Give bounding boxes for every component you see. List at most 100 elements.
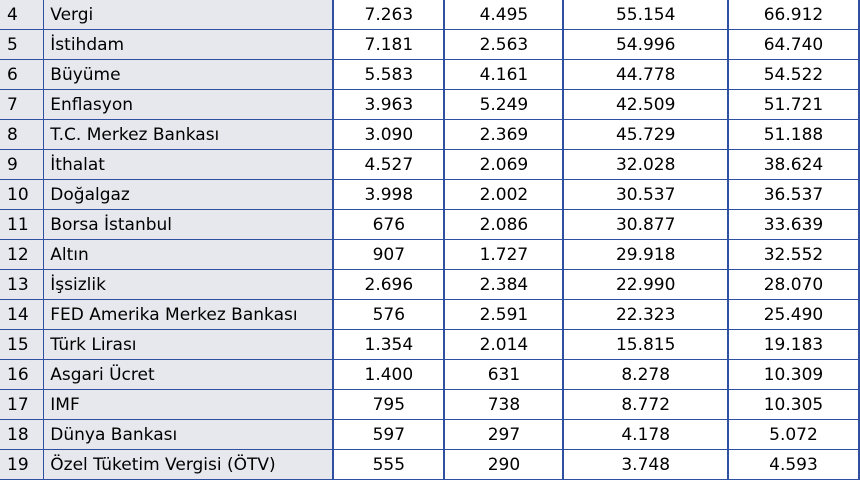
value-cell-2[interactable]: 297 (444, 419, 565, 450)
value-cell-4[interactable]: 36.537 (727, 179, 860, 210)
value-cell-1[interactable]: 3.090 (333, 119, 446, 150)
value-cell-1[interactable]: 555 (333, 449, 446, 480)
value-cell-2[interactable]: 2.014 (444, 329, 565, 360)
value-cell-1[interactable]: 2.696 (333, 269, 446, 300)
rank-cell[interactable]: 9 (0, 149, 45, 180)
value-cell-1[interactable]: 907 (333, 239, 446, 270)
table-row: 6 Büyüme 5.583 4.161 44.778 54.522 (0, 59, 860, 90)
value-cell-3[interactable]: 55.154 (563, 0, 729, 30)
value-cell-2[interactable]: 2.369 (444, 119, 565, 150)
value-cell-1[interactable]: 676 (333, 209, 446, 240)
rank-cell[interactable]: 18 (0, 419, 45, 450)
value-cell-2[interactable]: 290 (444, 449, 565, 480)
rank-cell[interactable]: 19 (0, 449, 45, 480)
rank-cell[interactable]: 10 (0, 179, 45, 210)
topic-cell[interactable]: Türk Lirası (43, 329, 335, 360)
topic-cell[interactable]: Özel Tüketim Vergisi (ÖTV) (43, 449, 335, 480)
topic-cell[interactable]: FED Amerika Merkez Bankası (43, 299, 335, 330)
value-cell-4[interactable]: 64.740 (727, 29, 860, 60)
value-cell-2[interactable]: 4.161 (444, 59, 565, 90)
value-cell-1[interactable]: 576 (333, 299, 446, 330)
value-cell-4[interactable]: 51.188 (727, 119, 860, 150)
value-cell-3[interactable]: 8.772 (563, 389, 729, 420)
topic-cell[interactable]: Enflasyon (43, 89, 335, 120)
value-cell-2[interactable]: 1.727 (444, 239, 565, 270)
value-cell-3[interactable]: 29.918 (563, 239, 729, 270)
value-cell-4[interactable]: 38.624 (727, 149, 860, 180)
table-row: 14 FED Amerika Merkez Bankası 576 2.591 22.3… (0, 299, 860, 330)
value-cell-3[interactable]: 22.990 (563, 269, 729, 300)
value-cell-1[interactable]: 4.527 (333, 149, 446, 180)
value-cell-2[interactable]: 2.563 (444, 29, 565, 60)
topic-cell[interactable]: Asgari Ücret (43, 359, 335, 390)
rank-cell[interactable]: 11 (0, 209, 45, 240)
rank-cell[interactable]: 12 (0, 239, 45, 270)
rank-cell[interactable]: 8 (0, 119, 45, 150)
topic-cell[interactable]: T.C. Merkez Bankası (43, 119, 335, 150)
value-cell-4[interactable]: 32.552 (727, 239, 860, 270)
value-cell-3[interactable]: 44.778 (563, 59, 729, 90)
value-cell-4[interactable]: 54.522 (727, 59, 860, 90)
value-cell-2[interactable]: 631 (444, 359, 565, 390)
topic-cell[interactable]: İstihdam (43, 29, 335, 60)
value-cell-3[interactable]: 30.537 (563, 179, 729, 210)
value-cell-4[interactable]: 25.490 (727, 299, 860, 330)
topic-cell[interactable]: İşsizlik (43, 269, 335, 300)
value-cell-4[interactable]: 51.721 (727, 89, 860, 120)
value-cell-3[interactable]: 4.178 (563, 419, 729, 450)
value-cell-3[interactable]: 22.323 (563, 299, 729, 330)
value-cell-2[interactable]: 738 (444, 389, 565, 420)
value-cell-1[interactable]: 5.583 (333, 59, 446, 90)
topic-cell[interactable]: Altın (43, 239, 335, 270)
value-cell-3[interactable]: 32.028 (563, 149, 729, 180)
table-row: 12 Altın 907 1.727 29.918 32.552 (0, 239, 860, 270)
value-cell-4[interactable]: 28.070 (727, 269, 860, 300)
topic-cell[interactable]: Borsa İstanbul (43, 209, 335, 240)
rank-cell[interactable]: 13 (0, 269, 45, 300)
value-cell-4[interactable]: 66.912 (727, 0, 860, 30)
value-cell-4[interactable]: 5.072 (727, 419, 860, 450)
topic-cell[interactable]: Doğalgaz (43, 179, 335, 210)
rank-cell[interactable]: 16 (0, 359, 45, 390)
value-cell-4[interactable]: 4.593 (727, 449, 860, 480)
value-cell-1[interactable]: 3.963 (333, 89, 446, 120)
topic-cell[interactable]: Dünya Bankası (43, 419, 335, 450)
rank-cell[interactable]: 7 (0, 89, 45, 120)
value-cell-3[interactable]: 45.729 (563, 119, 729, 150)
value-cell-2[interactable]: 2.384 (444, 269, 565, 300)
table-row: 18 Dünya Bankası 597 297 4.178 5.072 (0, 419, 860, 450)
rank-cell[interactable]: 4 (0, 0, 45, 30)
value-cell-2[interactable]: 2.069 (444, 149, 565, 180)
rank-cell[interactable]: 14 (0, 299, 45, 330)
value-cell-1[interactable]: 3.998 (333, 179, 446, 210)
value-cell-2[interactable]: 5.249 (444, 89, 565, 120)
value-cell-2[interactable]: 2.591 (444, 299, 565, 330)
topic-cell[interactable]: Büyüme (43, 59, 335, 90)
value-cell-1[interactable]: 1.354 (333, 329, 446, 360)
value-cell-1[interactable]: 1.400 (333, 359, 446, 390)
value-cell-2[interactable]: 2.002 (444, 179, 565, 210)
topic-cell[interactable]: İthalat (43, 149, 335, 180)
value-cell-4[interactable]: 33.639 (727, 209, 860, 240)
rank-cell[interactable]: 17 (0, 389, 45, 420)
topic-cell[interactable]: Vergi (43, 0, 335, 30)
value-cell-4[interactable]: 10.305 (727, 389, 860, 420)
value-cell-3[interactable]: 15.815 (563, 329, 729, 360)
topic-cell[interactable]: IMF (43, 389, 335, 420)
value-cell-2[interactable]: 2.086 (444, 209, 565, 240)
rank-cell[interactable]: 15 (0, 329, 45, 360)
value-cell-3[interactable]: 30.877 (563, 209, 729, 240)
value-cell-3[interactable]: 42.509 (563, 89, 729, 120)
rank-cell[interactable]: 5 (0, 29, 45, 60)
rank-cell[interactable]: 6 (0, 59, 45, 90)
value-cell-1[interactable]: 597 (333, 419, 446, 450)
value-cell-3[interactable]: 54.996 (563, 29, 729, 60)
value-cell-1[interactable]: 795 (333, 389, 446, 420)
value-cell-4[interactable]: 19.183 (727, 329, 860, 360)
value-cell-3[interactable]: 3.748 (563, 449, 729, 480)
value-cell-3[interactable]: 8.278 (563, 359, 729, 390)
value-cell-4[interactable]: 10.309 (727, 359, 860, 390)
value-cell-2[interactable]: 4.495 (444, 0, 565, 30)
value-cell-1[interactable]: 7.181 (333, 29, 446, 60)
value-cell-1[interactable]: 7.263 (333, 0, 446, 30)
